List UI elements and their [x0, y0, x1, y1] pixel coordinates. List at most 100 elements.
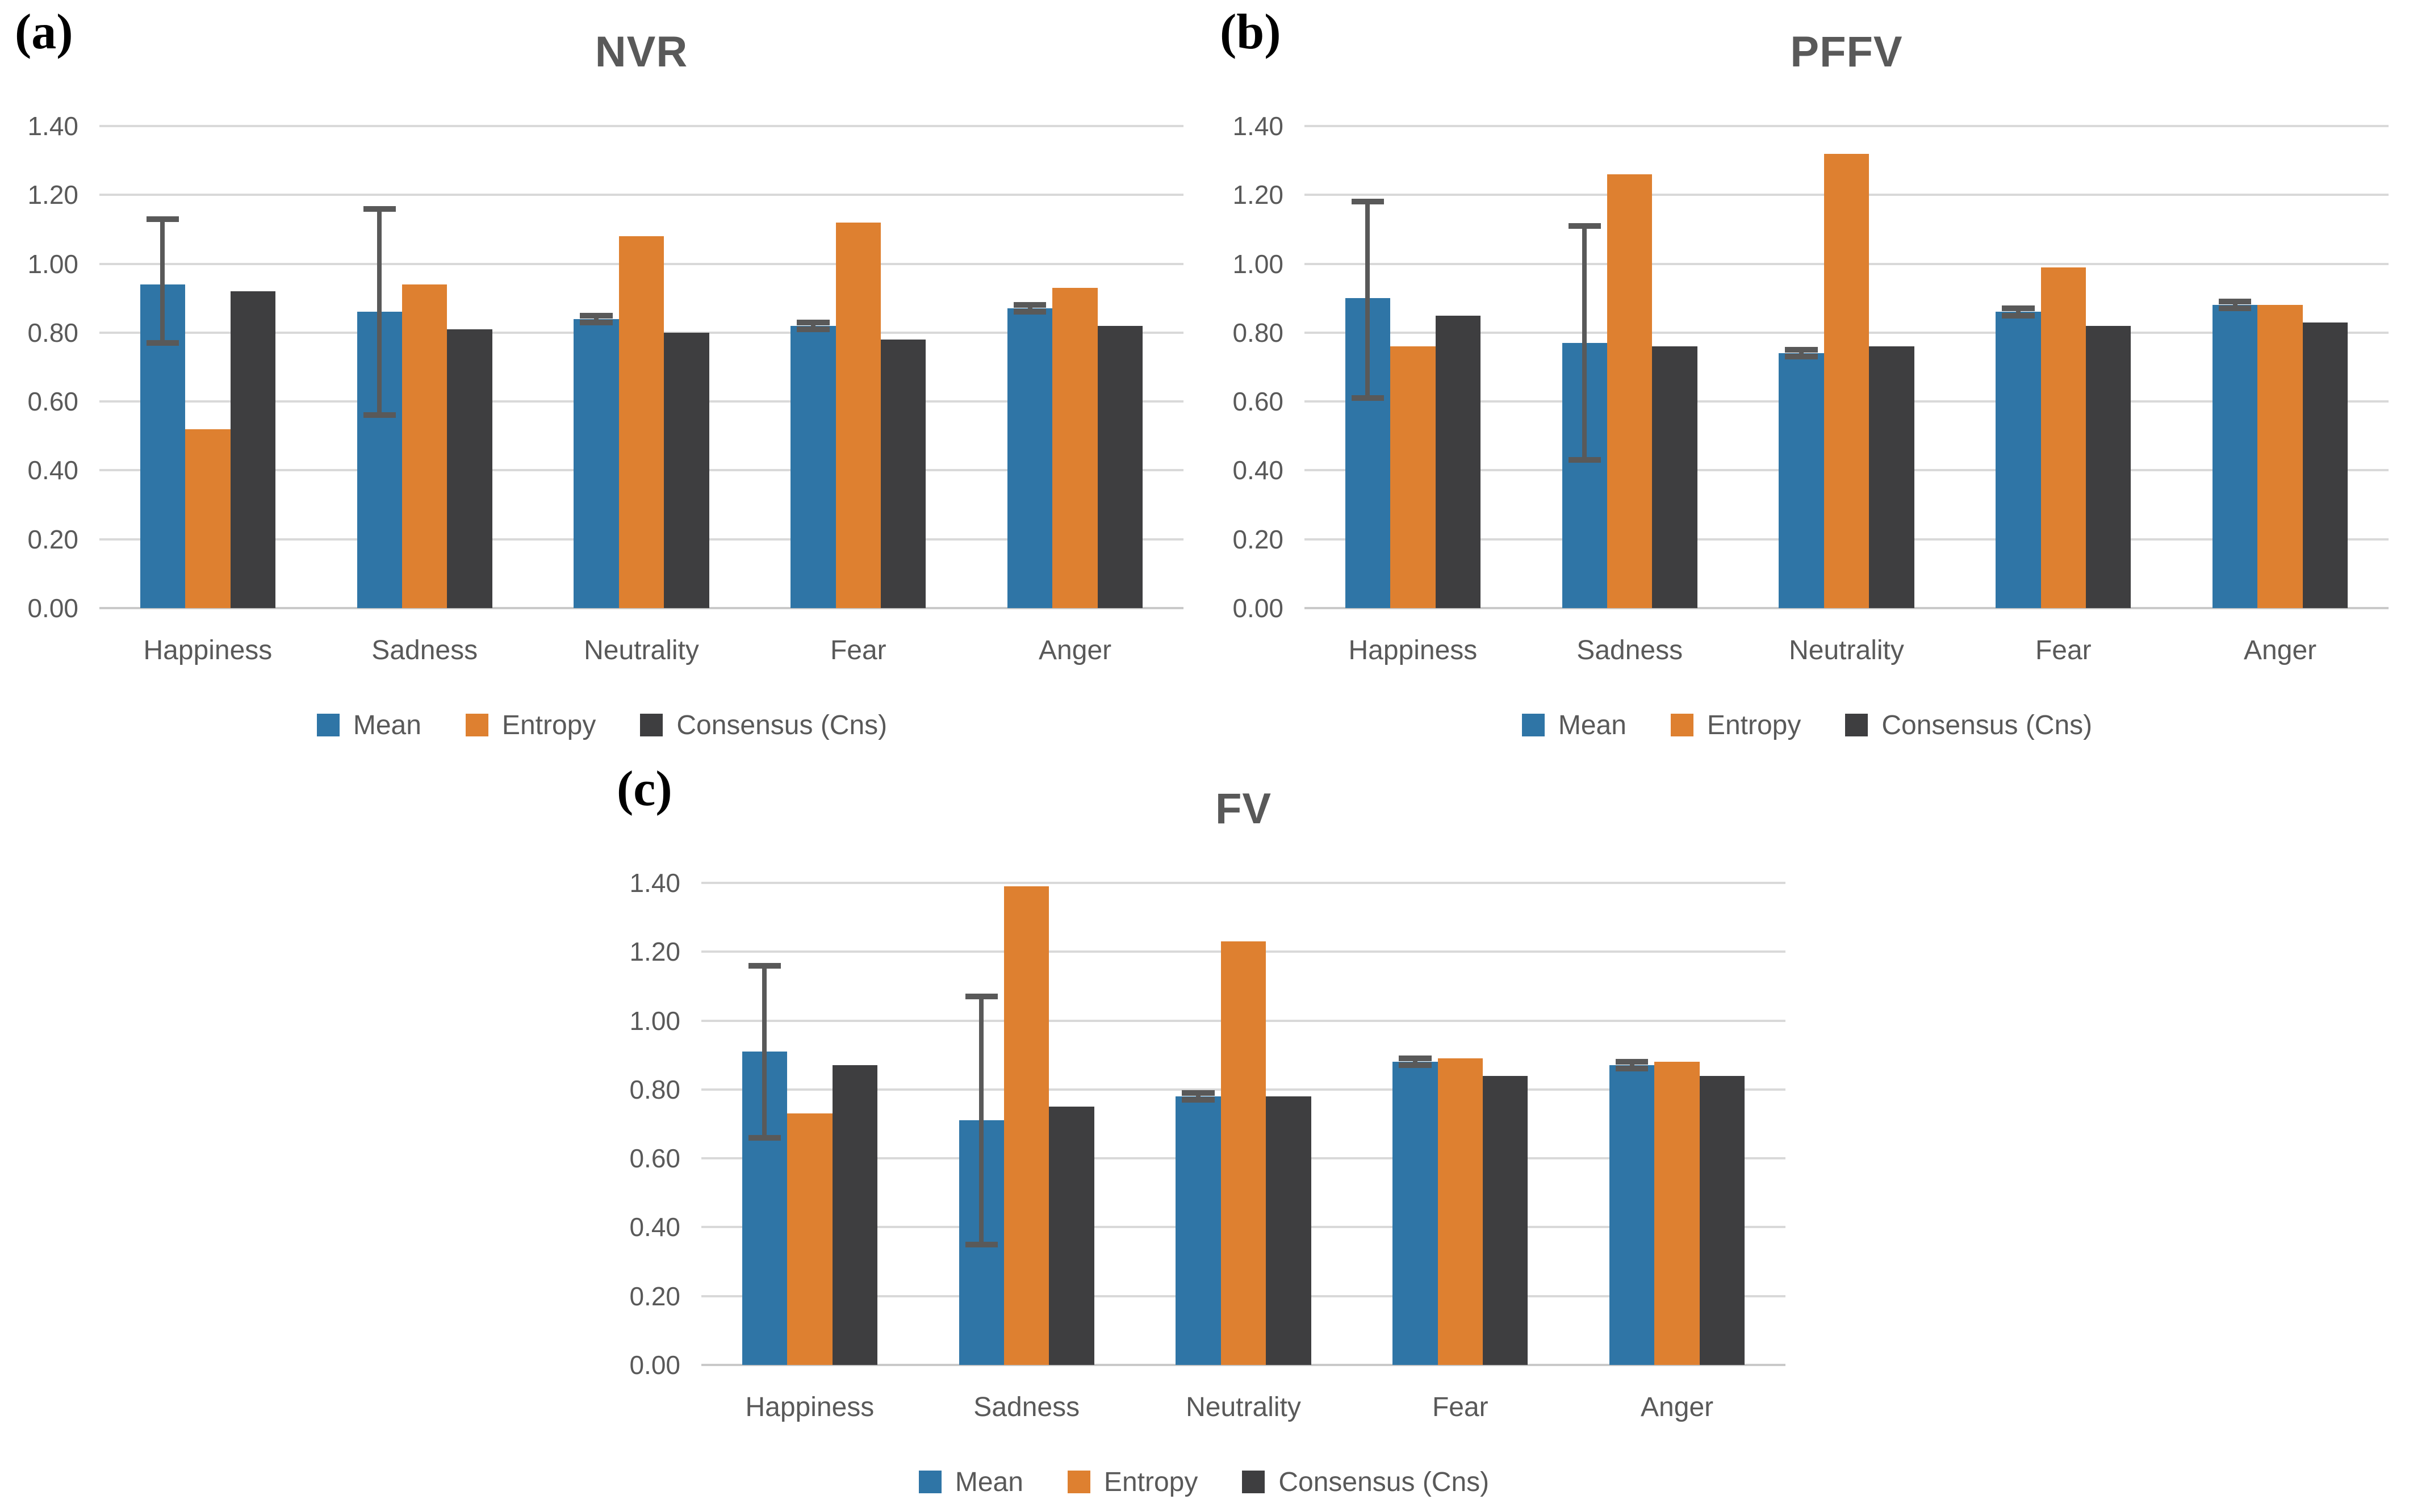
gridline: [99, 194, 1183, 196]
bar-group-anger: [967, 126, 1183, 608]
bar-group-sadness: [316, 126, 533, 608]
legend-label: Consensus (Cns): [1278, 1467, 1490, 1497]
error-line: [377, 208, 382, 416]
legend-label: Entropy: [1103, 1467, 1198, 1497]
gridline: [99, 125, 1183, 127]
plot-area: [99, 125, 1183, 609]
legend-swatch-mean: [1521, 714, 1545, 736]
legend-item-consensus: Consensus (Cns): [1242, 1467, 1489, 1498]
error-line: [1027, 305, 1032, 312]
legend-item-mean: Mean: [316, 710, 421, 741]
legend-item-consensus: Consensus (Cns): [1845, 710, 2092, 741]
y-tick-label: 1.20: [27, 180, 78, 210]
legend-item-mean: Mean: [918, 1467, 1023, 1498]
legend-swatch-entropy: [465, 714, 488, 736]
error-cap-bottom: [1399, 1062, 1432, 1069]
legend-label: Entropy: [1707, 710, 1801, 740]
chart-panel-nvr: (a) NVR 1.40 1.20 1.00 0.80 0.60 0.40 0.20 0.00…: [0, 0, 1204, 755]
bar-consensus: [1097, 325, 1143, 608]
error-bar: [2219, 299, 2252, 312]
bar-group-happiness: [1304, 126, 1521, 608]
bar-mean: [1996, 312, 2041, 608]
error-bar: [1182, 1090, 1215, 1103]
bar-consensus: [1482, 1075, 1528, 1365]
bar-entropy: [1220, 941, 1266, 1365]
legend-label: Mean: [955, 1467, 1023, 1497]
y-tick-label: 0.00: [27, 593, 78, 623]
bar-entropy: [787, 1113, 833, 1365]
bar-mean: [791, 325, 836, 608]
error-bar: [1616, 1059, 1649, 1072]
bar-group-neutrality: [1135, 883, 1352, 1365]
legend-label: Entropy: [501, 710, 596, 740]
error-bar: [748, 962, 781, 1141]
y-tick-label: 0.80: [1232, 317, 1283, 347]
error-bar: [580, 312, 613, 325]
x-category-label: Fear: [1432, 1392, 1488, 1422]
error-line: [1365, 202, 1370, 399]
error-cap-bottom: [2002, 312, 2035, 319]
error-cap-bottom: [1616, 1066, 1649, 1072]
y-tick-label: 0.00: [1232, 593, 1283, 623]
error-cap-bottom: [748, 1134, 781, 1141]
plot-area: [1304, 125, 2389, 609]
bar-group-fear: [1352, 883, 1569, 1365]
error-cap-bottom: [797, 326, 830, 332]
y-tick-label: 0.60: [1232, 387, 1283, 417]
bar-group-happiness: [99, 126, 316, 608]
legend-swatch-mean: [316, 714, 340, 736]
bar-group-sadness: [918, 883, 1135, 1365]
legend-swatch-entropy: [1670, 714, 1693, 736]
y-tick-label: 1.40: [1232, 111, 1283, 141]
error-line: [2232, 301, 2237, 309]
error-bar: [965, 994, 998, 1247]
error-line: [762, 965, 767, 1138]
error-bar: [1351, 199, 1385, 401]
bar-mean: [1779, 353, 1824, 608]
panel-letter-b: (b): [1220, 5, 1281, 60]
legend-label: Mean: [1558, 710, 1626, 740]
bar-consensus: [1652, 346, 1697, 608]
legend-label: Mean: [353, 710, 421, 740]
x-category-label: Anger: [1039, 635, 1112, 665]
legend-item-entropy: Entropy: [465, 710, 596, 741]
bar-mean: [1392, 1062, 1438, 1365]
bar-entropy: [835, 222, 881, 608]
error-bar: [797, 319, 830, 332]
bar-group-fear: [750, 126, 967, 608]
bar-consensus: [2302, 322, 2348, 608]
bar-consensus: [1699, 1075, 1745, 1365]
bar-consensus: [880, 340, 926, 608]
x-category-label: Happiness: [1348, 635, 1478, 665]
bar-entropy: [402, 284, 447, 608]
x-category-label: Neutrality: [1789, 635, 1904, 665]
y-tick-label: 1.00: [629, 1006, 680, 1036]
error-line: [2015, 308, 2021, 316]
bar-group-anger: [2172, 126, 2389, 608]
bar-consensus: [832, 1065, 877, 1365]
error-cap-bottom: [1182, 1097, 1215, 1103]
bar-entropy: [185, 429, 231, 608]
y-tick-label: 0.00: [629, 1350, 680, 1380]
x-category-label: Happiness: [745, 1392, 875, 1422]
legend-swatch-consensus: [640, 714, 663, 736]
error-line: [979, 996, 984, 1245]
error-line: [1412, 1058, 1417, 1066]
x-category-label: Neutrality: [584, 635, 699, 665]
error-line: [810, 322, 815, 329]
x-category-label: Anger: [2244, 635, 2317, 665]
bar-entropy: [1390, 346, 1436, 608]
bar-consensus: [1049, 1107, 1094, 1365]
x-category-label: Sadness: [973, 1392, 1080, 1422]
y-tick-label: 0.40: [1232, 455, 1283, 485]
x-axis-line: [99, 607, 1183, 609]
error-line: [1629, 1062, 1634, 1069]
bar-entropy: [1003, 886, 1049, 1365]
bar-group-happiness: [701, 883, 918, 1365]
bar-consensus: [664, 332, 709, 608]
error-cap-bottom: [146, 340, 179, 346]
bar-consensus: [447, 329, 492, 608]
error-bar: [363, 206, 396, 418]
x-axis-category-labels: Happiness Sadness Neutrality Fear Anger: [701, 1381, 1785, 1433]
